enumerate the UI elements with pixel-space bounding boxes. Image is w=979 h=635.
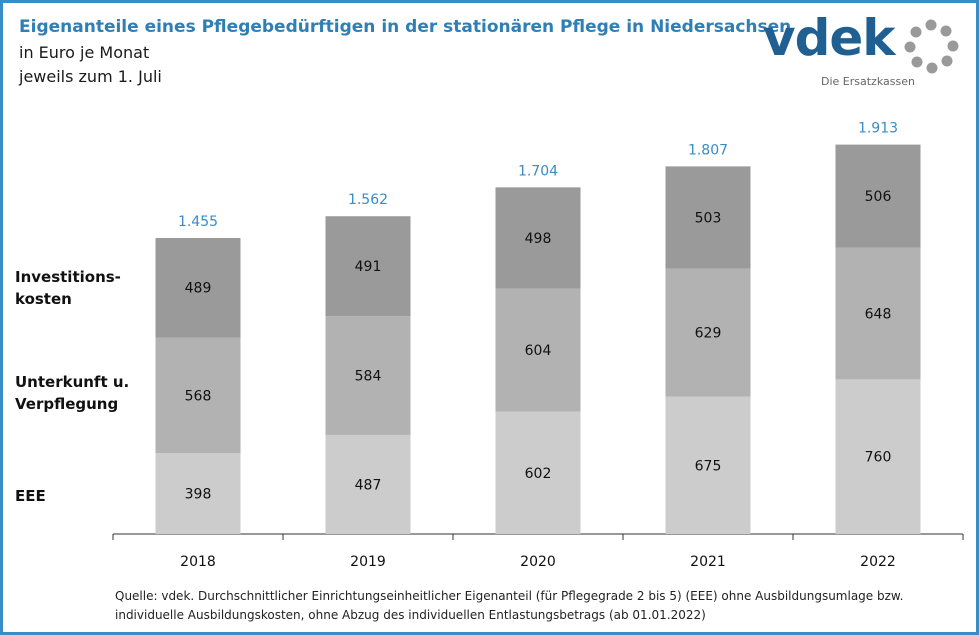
x-tick-label-2019: 2019 bbox=[350, 554, 386, 570]
logo-tagline: Die Ersatzkassen bbox=[821, 75, 915, 88]
vdek-logo: vdek Die Ersatzkassen bbox=[763, 9, 968, 97]
data-label-eee-2018: 398 bbox=[185, 487, 212, 503]
chart-subtitle-unit: in Euro je Monat bbox=[19, 43, 150, 62]
total-label-2022: 1.913 bbox=[858, 121, 898, 137]
bar-unterkunft-2021 bbox=[665, 268, 751, 397]
bar-investition-2019 bbox=[325, 216, 411, 317]
total-label-2019: 1.562 bbox=[348, 192, 388, 208]
chart-subtitle-date: jeweils zum 1. Juli bbox=[19, 67, 162, 86]
logo-wordmark: vdek bbox=[763, 9, 896, 67]
bar-investition-2020 bbox=[495, 187, 581, 289]
bar-eee-2022 bbox=[835, 379, 921, 534]
x-tick-label-2021: 2021 bbox=[690, 554, 726, 570]
bar-eee-2019 bbox=[325, 434, 411, 534]
data-label-investition-2021: 503 bbox=[695, 211, 722, 227]
data-label-investition-2018: 489 bbox=[185, 281, 212, 297]
data-label-unterkunft-2018: 568 bbox=[185, 388, 212, 404]
bar-unterkunft-2018 bbox=[155, 337, 241, 454]
x-tick-label-2018: 2018 bbox=[180, 554, 216, 570]
data-label-unterkunft-2021: 629 bbox=[695, 326, 722, 342]
bar-eee-2020 bbox=[495, 411, 581, 534]
legend-investitionskosten: Investitions- kosten bbox=[15, 266, 121, 310]
bar-unterkunft-2022 bbox=[835, 247, 921, 380]
bar-eee-2018 bbox=[155, 453, 241, 534]
bar-unterkunft-2020 bbox=[495, 288, 581, 412]
legend-investition-line1: Investitions- bbox=[15, 268, 121, 286]
source-line2: individuelle Ausbildungskosten, ohne Abz… bbox=[115, 608, 706, 622]
total-label-2021: 1.807 bbox=[688, 142, 728, 158]
data-label-eee-2022: 760 bbox=[865, 450, 892, 466]
data-label-unterkunft-2022: 648 bbox=[865, 306, 892, 322]
legend-unterkunft-line2: Verpflegung bbox=[15, 395, 119, 413]
data-label-eee-2021: 675 bbox=[695, 458, 722, 474]
legend-unterkunft: Unterkunft u. Verpflegung bbox=[15, 371, 129, 415]
logo-dots-icon bbox=[904, 19, 959, 74]
data-label-unterkunft-2019: 584 bbox=[355, 369, 382, 385]
bar-eee-2021 bbox=[665, 396, 751, 534]
data-label-eee-2019: 487 bbox=[355, 477, 382, 493]
data-label-unterkunft-2020: 604 bbox=[525, 343, 552, 359]
data-label-investition-2019: 491 bbox=[355, 259, 382, 275]
legend-eee: EEE bbox=[15, 487, 46, 505]
total-label-2018: 1.455 bbox=[178, 214, 218, 230]
bar-investition-2022 bbox=[835, 144, 921, 248]
data-label-investition-2020: 498 bbox=[525, 231, 552, 247]
data-label-eee-2020: 602 bbox=[525, 466, 552, 482]
x-tick-label-2020: 2020 bbox=[520, 554, 556, 570]
x-tick-label-2022: 2022 bbox=[860, 554, 896, 570]
bar-investition-2018 bbox=[155, 238, 241, 338]
bar-unterkunft-2019 bbox=[325, 316, 411, 435]
chart-title: Eigenanteile eines Pflegebedürftigen in … bbox=[19, 17, 792, 37]
legend-unterkunft-line1: Unterkunft u. bbox=[15, 373, 130, 391]
bar-investition-2021 bbox=[665, 166, 751, 269]
data-label-investition-2022: 506 bbox=[865, 189, 892, 205]
total-label-2020: 1.704 bbox=[518, 163, 558, 179]
source-line1: Quelle: vdek. Durchschnittlicher Einrich… bbox=[115, 589, 904, 603]
legend-investition-line2: kosten bbox=[15, 290, 72, 308]
source-note: Quelle: vdek. Durchschnittlicher Einrich… bbox=[115, 587, 915, 625]
